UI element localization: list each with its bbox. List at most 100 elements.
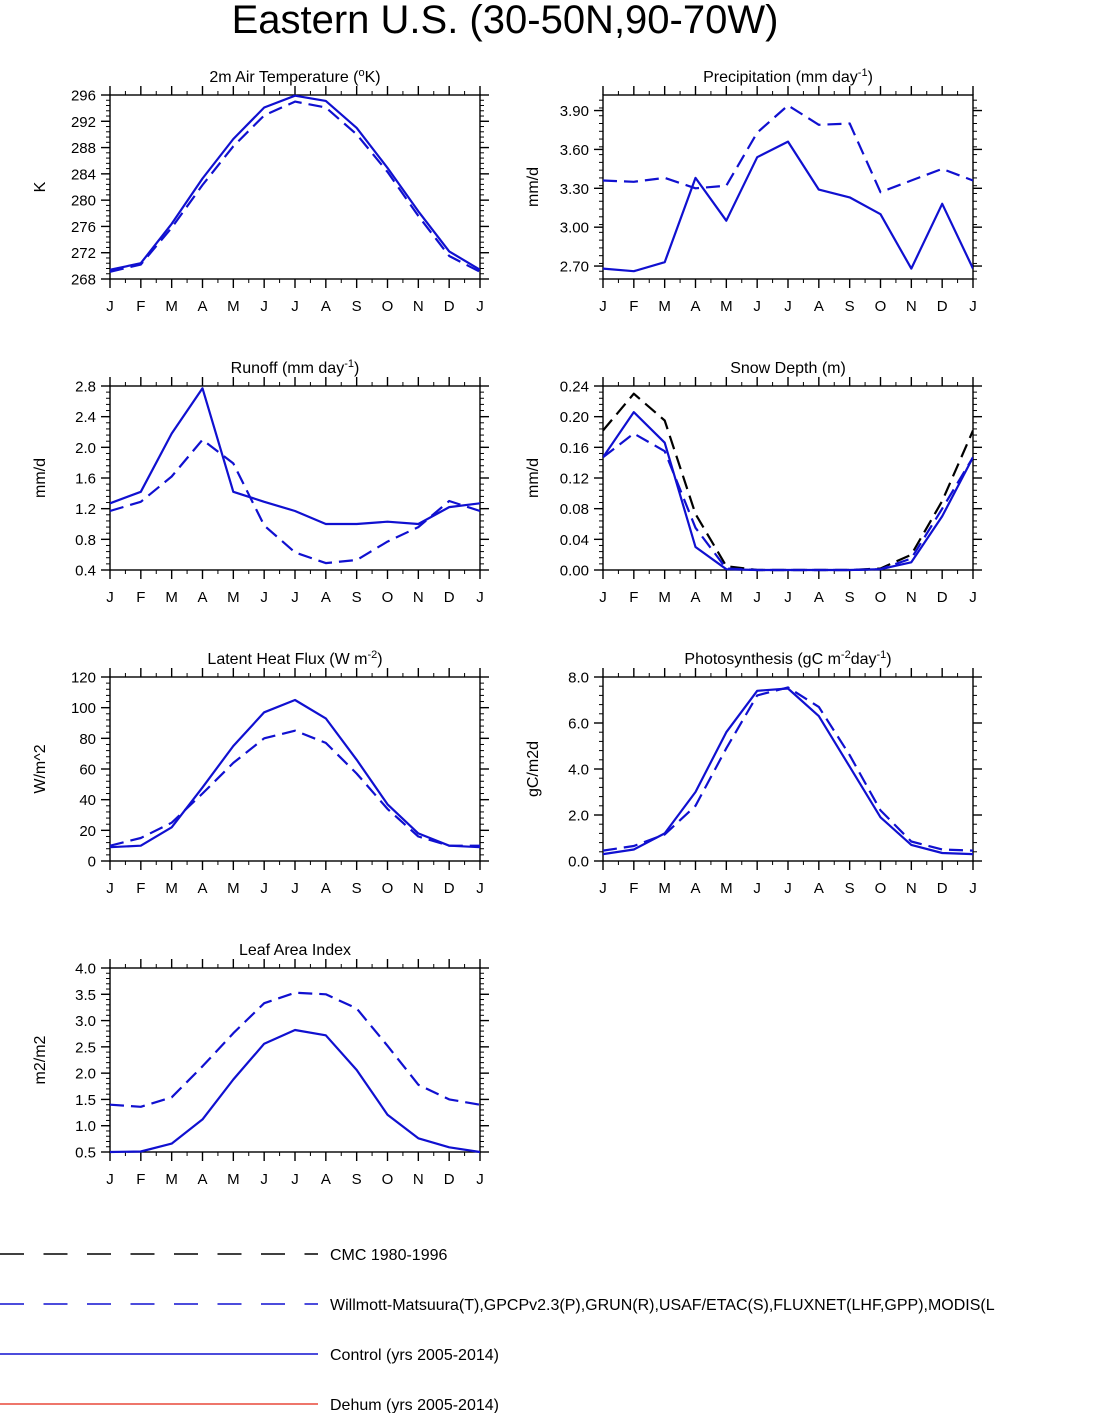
x-tick-label: M (165, 298, 178, 315)
x-tick-label: J (784, 589, 792, 606)
x-tick-label: J (106, 880, 114, 897)
x-tick-label: J (291, 880, 299, 897)
x-tick-label: N (413, 1171, 424, 1188)
x-tick-label: A (197, 880, 207, 897)
x-tick-label: J (969, 298, 977, 315)
y-tick-label: 2.5 (75, 1039, 96, 1056)
x-tick-label: J (969, 589, 977, 606)
x-tick-label: M (165, 589, 178, 606)
y-tick-label: 3.5 (75, 987, 96, 1004)
x-tick-label: J (784, 880, 792, 897)
y-tick-label: 40 (79, 792, 96, 809)
x-tick-label: M (720, 298, 733, 315)
panel-2: J F M A M J J A S O N D J 2.70 3.00 3.30 3.60 3.90 mm/d Pre… (525, 67, 982, 315)
y-axis-label: mm/d (32, 458, 49, 498)
y-tick-label: 1.6 (75, 471, 96, 488)
y-tick-label: 0.24 (560, 379, 589, 396)
x-tick-label: J (291, 589, 299, 606)
x-tick-label: F (136, 880, 145, 897)
y-tick-label: 2.0 (568, 808, 589, 825)
series-line-1 (110, 698, 480, 849)
series-line-1 (603, 687, 973, 856)
x-tick-label: J (260, 1171, 268, 1188)
x-tick-label: J (260, 298, 268, 315)
x-tick-label: A (814, 298, 824, 315)
y-tick-label: 0.16 (560, 440, 589, 457)
y-axis-label: m2/m2 (32, 1035, 49, 1084)
x-tick-label: N (413, 298, 424, 315)
x-tick-label: J (260, 589, 268, 606)
x-tick-label: N (906, 880, 917, 897)
x-tick-label: J (106, 589, 114, 606)
title-text: Runoff (mm day (231, 360, 345, 377)
y-tick-label: 0.04 (560, 532, 589, 549)
y-tick-label: 100 (71, 700, 96, 717)
y-tick-label: 120 (71, 670, 96, 687)
x-tick-label: N (413, 880, 424, 897)
x-tick-label: J (291, 298, 299, 315)
x-tick-label: A (690, 298, 700, 315)
y-tick-label: 0.12 (560, 471, 589, 488)
y-tick-label: 60 (79, 762, 96, 779)
legend: CMC 1980-1996 Willmott-Matsuura(T),GPCPv2… (0, 1247, 995, 1413)
series-line-2 (110, 438, 480, 565)
panel-title: Photosynthesis (gC m-2day-1) (684, 649, 891, 668)
title-text: ) (868, 69, 873, 86)
x-tick-label: O (382, 298, 394, 315)
x-tick-label: M (227, 880, 240, 897)
y-tick-label: 288 (71, 140, 96, 157)
series-line-2 (603, 104, 973, 194)
panel-title: Leaf Area Index (239, 942, 351, 959)
title-text: ) (354, 360, 359, 377)
x-tick-label: F (136, 589, 145, 606)
legend-label-3: Control (yrs 2005-2014) (330, 1347, 499, 1364)
x-tick-label: F (629, 880, 638, 897)
series-line-2 (110, 100, 480, 273)
title-superscript: -1 (876, 649, 886, 661)
y-tick-label: 284 (71, 166, 96, 183)
y-tick-label: 280 (71, 193, 96, 210)
x-tick-label: J (476, 880, 484, 897)
y-tick-label: 1.5 (75, 1092, 96, 1109)
x-tick-label: J (260, 880, 268, 897)
y-tick-label: 292 (71, 114, 96, 131)
series-line-2 (603, 686, 973, 852)
y-tick-label: 1.2 (75, 501, 96, 518)
y-axis-label: mm/d (525, 167, 542, 207)
y-axis-label: mm/d (525, 458, 542, 498)
series-line-1 (603, 392, 973, 572)
y-tick-label: 276 (71, 219, 96, 236)
x-tick-label: M (658, 589, 671, 606)
x-tick-label: O (875, 880, 887, 897)
x-tick-label: A (814, 880, 824, 897)
x-tick-label: D (444, 880, 455, 897)
panel-3: J F M A M J J A S O N D J 0.4 0.8 1.2 1.6 2.0 2.4 2.8 mm/d Ru… (32, 358, 489, 606)
panel-title: Snow Depth (m) (730, 360, 846, 377)
y-tick-label: 3.90 (560, 103, 589, 120)
x-tick-label: O (875, 589, 887, 606)
plot-frame (109, 385, 481, 571)
x-tick-label: F (136, 298, 145, 315)
plot-frame (109, 676, 481, 862)
y-tick-label: 4.0 (568, 762, 589, 779)
x-tick-label: D (937, 880, 948, 897)
series-line-1 (110, 94, 480, 271)
title-text: ) (377, 651, 382, 668)
title-text: ) (886, 651, 891, 668)
panel-title: 2m Air Temperature (oK) (209, 67, 380, 86)
x-tick-label: J (476, 298, 484, 315)
y-tick-label: 80 (79, 731, 96, 748)
y-tick-label: 2.0 (75, 1066, 96, 1083)
y-tick-label: 0.5 (75, 1145, 96, 1162)
series-line-2 (110, 991, 480, 1108)
panel-title: Runoff (mm day-1) (231, 358, 360, 377)
series-line-2 (603, 411, 973, 572)
title-text: 2m Air Temperature ( (209, 69, 359, 86)
title-superscript: -1 (344, 358, 354, 370)
y-tick-label: 2.70 (560, 259, 589, 276)
legend-label-2: Willmott-Matsuura(T),GPCPv2.3(P),GRUN(R)… (330, 1297, 995, 1314)
x-tick-label: F (136, 1171, 145, 1188)
series-line-1 (110, 387, 480, 526)
y-tick-label: 0.20 (560, 409, 589, 426)
